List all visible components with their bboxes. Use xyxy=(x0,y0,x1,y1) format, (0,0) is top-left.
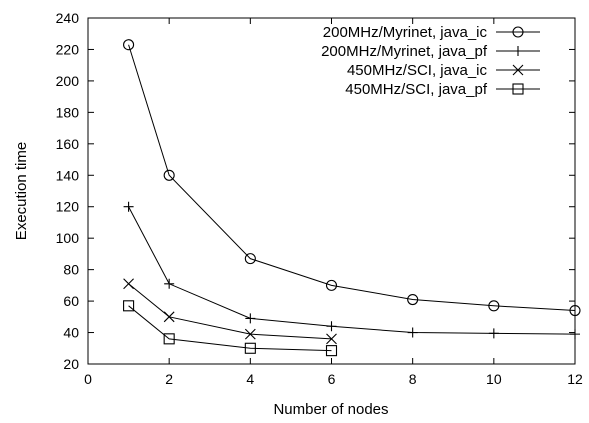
data-point-circle xyxy=(407,293,419,306)
y-tick-label: 60 xyxy=(63,293,79,309)
data-point-square xyxy=(163,333,175,345)
data-point-square xyxy=(244,342,256,354)
legend-label: 450MHz/SCI, java_ic xyxy=(347,62,488,79)
y-tick-label: 80 xyxy=(63,262,79,278)
y-tick-label: 160 xyxy=(56,136,80,152)
data-point-plus xyxy=(570,329,580,340)
legend-label: 200MHz/Myrinet, java_ic xyxy=(323,24,488,41)
legend-label: 450MHz/SCI, java_pf xyxy=(345,81,488,98)
data-point-plus xyxy=(488,328,499,339)
axis-ticks xyxy=(87,17,576,365)
y-tick-label: 120 xyxy=(56,199,80,215)
data-point-circle xyxy=(123,39,135,51)
data-point-cross xyxy=(123,278,134,290)
data-point-square xyxy=(325,345,338,357)
x-tick-label: 10 xyxy=(486,371,502,387)
y-tick-label: 200 xyxy=(56,73,80,89)
axis-tick-labels: 0 2 4 6 8 10 12 20 40 60 80 100 120 140 160 180 200 220 24… xyxy=(56,10,583,387)
x-tick-label: 2 xyxy=(165,371,173,387)
y-tick-label: 40 xyxy=(63,325,79,341)
x-tick-label: 0 xyxy=(84,371,92,387)
data-point-cross xyxy=(326,333,337,345)
x-tick-label: 8 xyxy=(409,371,417,387)
data-point-plus xyxy=(326,321,337,332)
y-tick-label: 180 xyxy=(56,104,80,120)
data-point-plus xyxy=(164,278,175,289)
data-point-circle xyxy=(163,169,175,181)
series-markers xyxy=(123,39,581,357)
data-point-square xyxy=(123,300,135,312)
data-point-circle xyxy=(488,300,500,312)
legend-label: 200MHz/Myrinet, java_pf xyxy=(321,43,488,60)
legend: 200MHz/Myrinet, java_ic 200MHz/Myrinet, j… xyxy=(321,24,540,98)
y-axis-title: Execution time xyxy=(13,142,30,240)
x-axis-title: Number of nodes xyxy=(273,401,388,418)
data-point-plus xyxy=(407,327,418,338)
series-line-1 xyxy=(128,44,576,312)
data-point-plus xyxy=(123,201,134,212)
y-tick-label: 100 xyxy=(56,230,80,246)
x-tick-label: 12 xyxy=(567,371,583,387)
y-tick-label: 220 xyxy=(56,41,80,57)
x-tick-label: 6 xyxy=(328,371,336,387)
x-tick-label: 4 xyxy=(246,371,254,387)
data-point-cross xyxy=(244,328,256,340)
series-line-2 xyxy=(128,206,576,335)
y-tick-label: 20 xyxy=(63,356,79,372)
y-tick-label: 140 xyxy=(56,167,80,183)
data-point-plus xyxy=(245,313,256,324)
data-point-circle xyxy=(569,304,581,317)
data-point-circle xyxy=(244,253,256,265)
legend-marker-circle xyxy=(512,26,524,38)
series-line-3 xyxy=(128,283,332,340)
data-point-cross xyxy=(163,311,175,323)
legend-marker-cross xyxy=(512,64,524,76)
legend-marker-plus xyxy=(513,46,523,56)
y-tick-label: 240 xyxy=(56,10,80,26)
data-point-circle xyxy=(325,279,338,291)
series-line-4 xyxy=(128,305,332,352)
legend-marker-square xyxy=(512,83,524,95)
